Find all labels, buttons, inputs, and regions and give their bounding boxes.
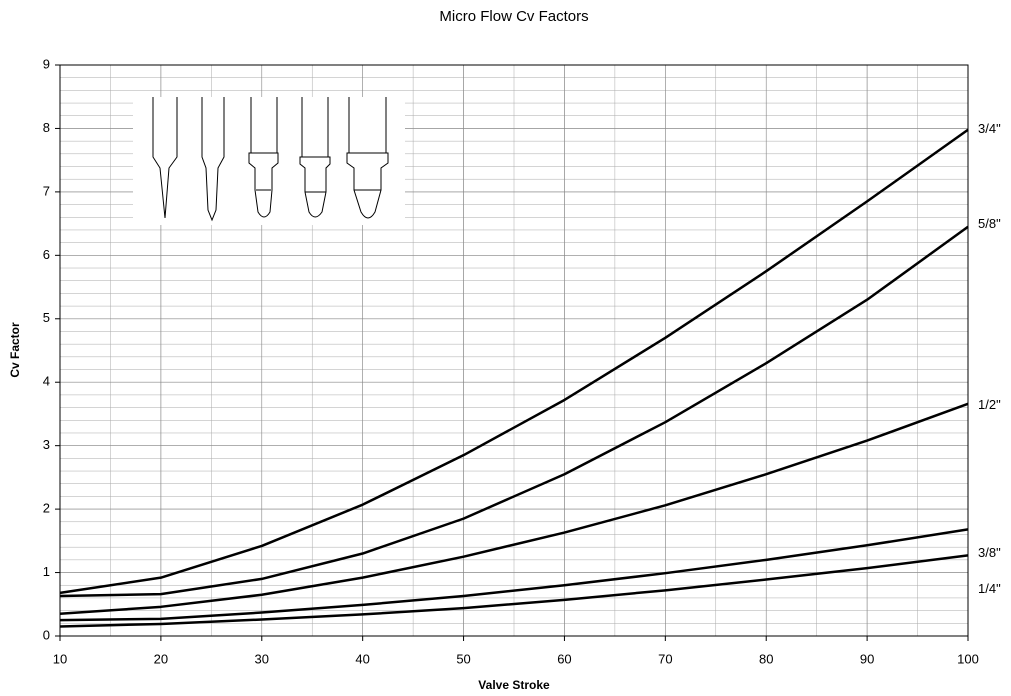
x-tick-label: 10 <box>53 651 67 666</box>
y-tick-label: 5 <box>43 310 50 325</box>
valve-icon <box>346 97 389 219</box>
y-tick-label: 9 <box>43 56 50 71</box>
series-label: 3/8" <box>978 545 1001 560</box>
x-tick-label: 100 <box>957 651 979 666</box>
series-label: 3/4" <box>978 121 1001 136</box>
series-line <box>59 402 969 616</box>
series-line <box>59 225 969 598</box>
y-tick-label: 8 <box>43 120 50 135</box>
valve-icon <box>152 97 178 219</box>
series-line <box>59 128 969 595</box>
y-tick-label: 6 <box>43 247 50 262</box>
series-label: 1/4" <box>978 581 1001 596</box>
y-tick-label: 3 <box>43 437 50 452</box>
y-tick-label: 0 <box>43 627 50 642</box>
series-label: 1/2" <box>978 397 1001 412</box>
valve-icon <box>201 97 225 222</box>
valve-inset <box>133 97 405 225</box>
valve-icon <box>248 97 279 218</box>
x-tick-label: 20 <box>154 651 168 666</box>
x-axis-label: Valve Stroke <box>478 678 550 692</box>
series-line <box>59 528 969 622</box>
x-tick-label: 30 <box>255 651 269 666</box>
y-axis-label: Cv Factor <box>8 322 22 378</box>
chart-title: Micro Flow Cv Factors <box>439 8 588 25</box>
series-label: 5/8" <box>978 216 1001 231</box>
plot-frame <box>59 64 969 637</box>
x-tick-label: 50 <box>456 651 470 666</box>
y-tick-label: 1 <box>43 564 50 579</box>
y-tick-label: 7 <box>43 183 50 198</box>
x-tick-label: 80 <box>759 651 773 666</box>
x-tick-label: 40 <box>355 651 369 666</box>
y-tick-label: 4 <box>43 374 50 389</box>
y-tick-label: 2 <box>43 501 50 516</box>
x-tick-label: 70 <box>658 651 672 666</box>
x-tick-label: 60 <box>557 651 571 666</box>
series-line <box>59 554 969 628</box>
valve-icon <box>299 97 331 218</box>
x-tick-label: 90 <box>860 651 874 666</box>
